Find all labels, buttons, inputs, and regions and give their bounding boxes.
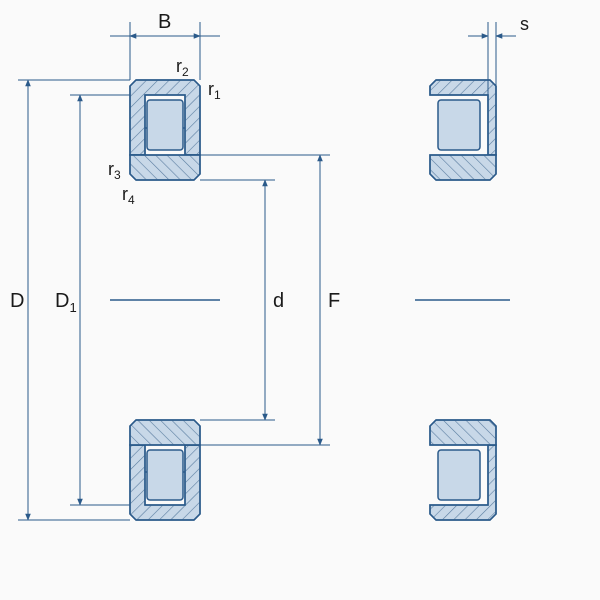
inner-ring-top (130, 155, 200, 180)
label-r4: r4 (122, 184, 135, 207)
roller-bottom (147, 450, 183, 500)
roller-top (147, 100, 183, 150)
label-r2: r2 (176, 56, 189, 79)
label-s: s (520, 14, 529, 34)
label-D: D (10, 290, 24, 312)
label-r1: r1 (208, 79, 221, 102)
inner-ring-bottom (130, 420, 200, 445)
left-cross-section (110, 80, 220, 520)
label-F: F (328, 290, 340, 312)
label-B: B (158, 11, 171, 33)
right-cross-section (415, 80, 510, 520)
bearing-diagram: D D1 d F B s r1 r2 r3 r4 (0, 0, 600, 600)
label-d: d (273, 290, 284, 312)
label-D1: D1 (55, 290, 77, 315)
label-r3: r3 (108, 159, 121, 182)
